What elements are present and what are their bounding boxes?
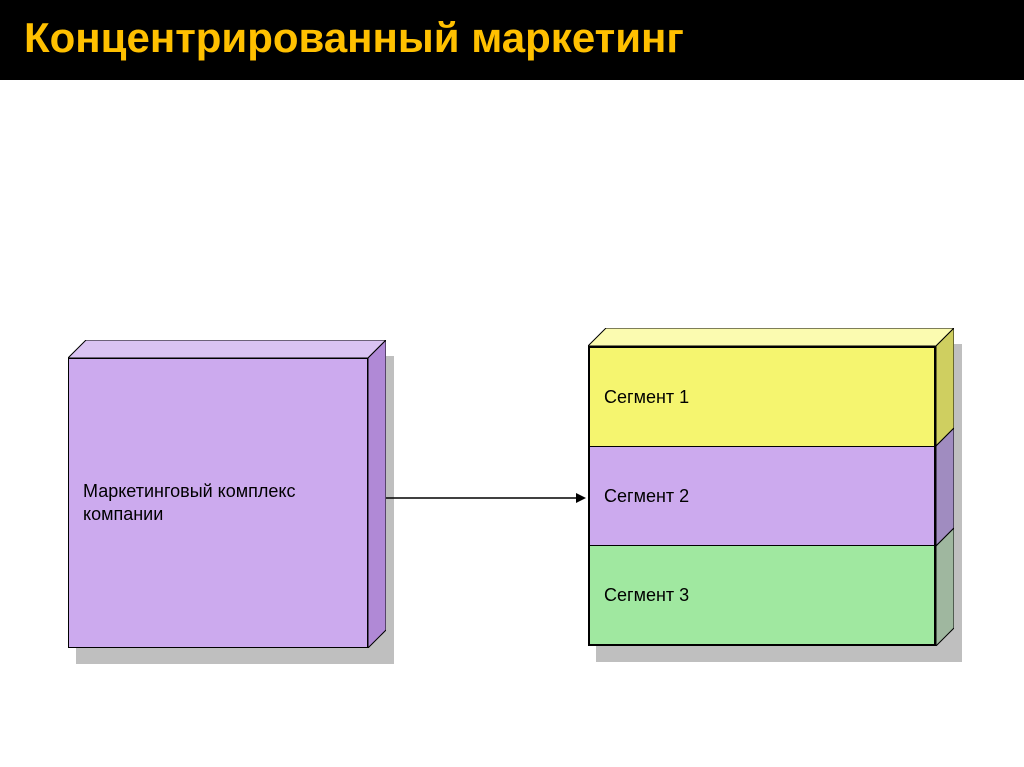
segments-box: Сегмент 1 Сегмент 2 Сегмент 3 bbox=[588, 346, 936, 646]
segment-3-label: Сегмент 3 bbox=[604, 585, 689, 606]
segment-stack: Сегмент 1 Сегмент 2 Сегмент 3 bbox=[589, 347, 935, 645]
right-box-front: Сегмент 1 Сегмент 2 Сегмент 3 bbox=[588, 346, 936, 646]
segment-1: Сегмент 1 bbox=[589, 347, 935, 446]
slide-title: Концентрированный маркетинг bbox=[24, 14, 1000, 62]
segment-2: Сегмент 2 bbox=[589, 446, 935, 545]
slide-header: Концентрированный маркетинг bbox=[0, 0, 1024, 80]
right-box-side-face bbox=[936, 328, 954, 646]
marketing-complex-box: Маркетинговый комплекс компании bbox=[68, 358, 368, 648]
segment-2-label: Сегмент 2 bbox=[604, 486, 689, 507]
left-box-top-face bbox=[68, 340, 386, 358]
left-box-label: Маркетинговый комплекс компании bbox=[83, 480, 353, 527]
segment-3: Сегмент 3 bbox=[589, 545, 935, 645]
left-box-front: Маркетинговый комплекс компании bbox=[68, 358, 368, 648]
arrow-to-segment2 bbox=[384, 486, 598, 510]
right-box-top-face bbox=[588, 328, 954, 346]
segment-1-label: Сегмент 1 bbox=[604, 387, 689, 408]
